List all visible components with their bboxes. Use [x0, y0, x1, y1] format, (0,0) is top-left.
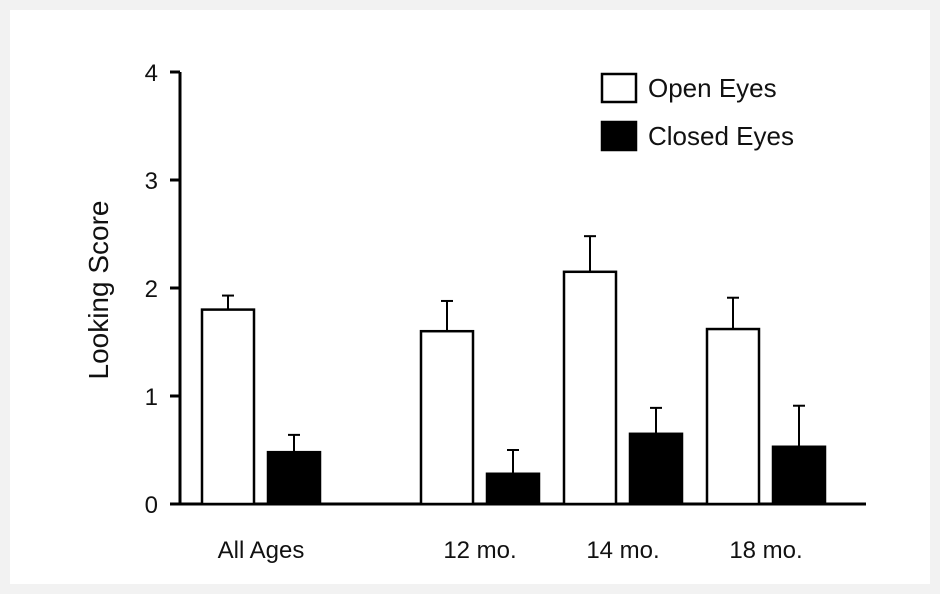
y-axis-label: Looking Score	[83, 200, 114, 379]
x-category-label: All Ages	[218, 537, 305, 564]
bar-open-eyes	[200, 308, 256, 506]
y-tick-label: 0	[145, 492, 158, 519]
legend-label: Closed Eyes	[648, 121, 794, 151]
y-tick-label: 4	[145, 60, 158, 87]
bar-closed-eyes	[266, 450, 322, 506]
x-category-label: 12 mo.	[443, 537, 516, 564]
y-tick-label: 3	[145, 168, 158, 195]
y-tick-label: 2	[145, 276, 158, 303]
legend-label: Open Eyes	[648, 73, 777, 103]
bar-open-eyes	[419, 329, 475, 506]
bar-open-eyes	[705, 327, 761, 506]
legend-swatch	[600, 72, 638, 104]
bar-open-eyes	[562, 270, 618, 506]
y-tick-label: 1	[145, 384, 158, 411]
legend-swatch	[600, 120, 638, 152]
legend: Open Eyes Closed Eyes	[600, 72, 794, 152]
bar-closed-eyes	[771, 445, 827, 506]
bar-closed-eyes	[628, 432, 684, 506]
bars	[200, 235, 827, 506]
x-category-label: 18 mo.	[729, 537, 802, 564]
bar-closed-eyes	[485, 472, 541, 506]
x-category-label: 14 mo.	[586, 537, 659, 564]
